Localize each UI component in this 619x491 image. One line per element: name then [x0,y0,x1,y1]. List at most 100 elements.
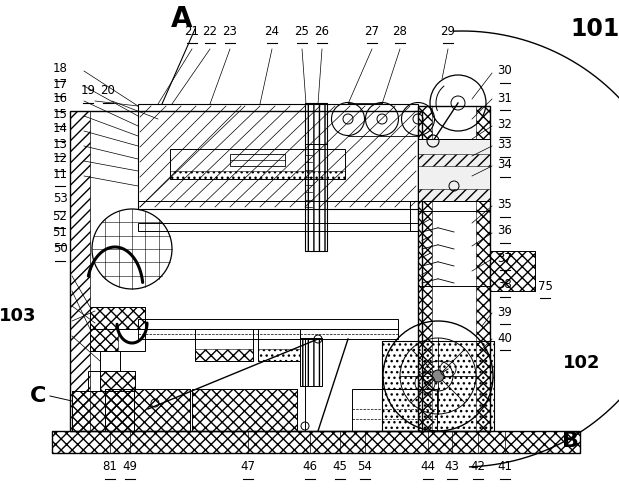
Bar [195,349,253,361]
Text: 53: 53 [53,192,67,206]
Text: 47: 47 [241,461,256,473]
Text: 42: 42 [470,461,485,473]
Text: 49: 49 [123,461,137,473]
Text: B: B [561,431,579,451]
Text: 12: 12 [53,153,67,165]
Text: 34: 34 [498,159,513,171]
Bar [138,201,418,209]
Bar [476,106,490,431]
Text: 26: 26 [314,25,329,37]
Bar [300,338,322,386]
Bar [305,103,327,251]
Bar [410,201,418,231]
Bar [138,223,418,231]
Text: 21: 21 [184,25,199,37]
Bar [192,389,297,431]
Bar [352,389,437,431]
Text: 102: 102 [563,354,601,372]
Text: 54: 54 [358,461,373,473]
Text: 51: 51 [53,226,67,240]
Bar [490,251,535,291]
Circle shape [432,370,444,382]
Text: 36: 36 [498,224,513,238]
Bar [70,111,90,431]
Bar [105,389,190,431]
Text: 38: 38 [498,278,513,292]
Bar [418,211,490,286]
Bar [382,341,494,431]
Text: C: C [30,386,46,406]
Text: 23: 23 [223,25,238,37]
Text: 19: 19 [80,84,95,98]
Bar [418,139,490,201]
Bar [170,171,345,179]
Bar [258,329,300,361]
Bar [490,251,535,291]
Bar [52,431,580,453]
Bar [90,329,118,351]
Bar [170,149,345,179]
Bar [52,431,580,453]
Bar [72,391,134,431]
Text: 33: 33 [498,138,513,152]
Text: 52: 52 [53,210,67,222]
Text: 81: 81 [103,461,118,473]
Bar [90,307,145,329]
Text: 50: 50 [53,243,67,255]
Bar [418,154,490,166]
Text: 101: 101 [570,17,619,41]
Bar [138,329,398,339]
Bar [418,139,490,201]
Text: 27: 27 [365,25,379,37]
Bar [418,189,490,201]
Text: 16: 16 [53,92,67,106]
Text: 37: 37 [498,251,513,265]
Text: 40: 40 [498,331,513,345]
Bar [418,106,432,431]
Text: 25: 25 [295,25,310,37]
Bar [195,329,253,361]
Text: 45: 45 [332,461,347,473]
Text: 39: 39 [498,305,513,319]
Text: 22: 22 [202,25,217,37]
Text: 35: 35 [498,198,513,212]
Bar [258,349,300,361]
Text: 41: 41 [498,461,513,473]
Text: 43: 43 [444,461,459,473]
Text: 24: 24 [264,25,280,37]
Bar [70,111,422,431]
Text: 29: 29 [441,25,456,37]
Bar [100,371,135,391]
Text: 75: 75 [537,279,552,293]
Bar [100,351,120,371]
Text: 20: 20 [100,84,115,98]
Bar [105,389,190,431]
Bar [100,371,135,391]
Bar [90,329,145,351]
Bar [138,319,398,329]
Bar [90,307,145,329]
Bar [230,154,285,166]
Bar [138,104,418,209]
Text: A: A [171,5,193,33]
Text: 14: 14 [53,122,67,136]
Bar [88,371,100,391]
Text: 11: 11 [53,167,67,181]
Text: 15: 15 [53,108,67,120]
Text: 13: 13 [53,137,67,151]
Text: 32: 32 [498,118,513,132]
Bar [300,338,322,386]
Text: 18: 18 [53,62,67,76]
Bar [72,391,134,431]
Text: 46: 46 [303,461,318,473]
Text: 31: 31 [498,91,513,105]
Text: 17: 17 [53,78,67,90]
Text: 44: 44 [420,461,436,473]
Bar [192,389,297,431]
Bar [305,103,327,251]
Text: 30: 30 [498,64,513,78]
Bar [382,341,494,431]
Text: 103: 103 [0,307,37,325]
Bar [305,144,327,209]
Bar [418,106,490,431]
